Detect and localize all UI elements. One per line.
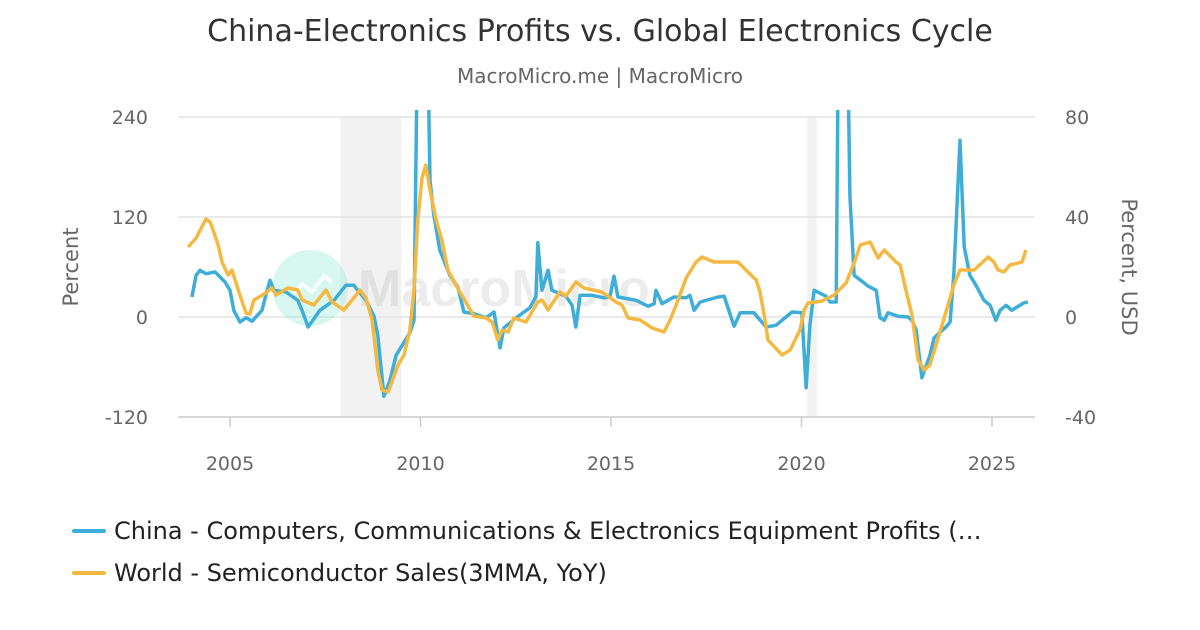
x-tick-label: 2015 [587,453,635,475]
y-tick-right: 0 [1065,307,1077,329]
legend-swatch [72,529,106,533]
legend-label: World - Semiconductor Sales(3MMA, YoY) [114,559,607,587]
legend-label: China - Computers, Communications & Elec… [114,517,982,545]
chart-subtitle: MacroMicro.me | MacroMicro [457,64,743,88]
series-line-china-profits [190,110,1029,398]
x-tick-label: 2025 [968,453,1016,475]
y-tick-right: 40 [1065,207,1089,229]
x-tick-label: 2020 [777,453,825,475]
recession-band [340,117,402,417]
y-tick-right: -40 [1065,407,1096,429]
series-line-semiconductor-sales [186,163,1028,394]
y-tick-left: 240 [112,107,148,129]
recession-band [807,117,817,417]
y-axis-right-label: Percent, USD [1117,198,1141,335]
y-tick-left: 0 [136,307,148,329]
y-tick-left: 120 [112,207,148,229]
y-tick-left: -120 [105,407,148,429]
legend-swatch [72,571,106,575]
y-axis-left-label: Percent [59,227,83,306]
legend-item-china-profits[interactable]: China - Computers, Communications & Elec… [72,510,982,552]
legend-item-semiconductor-sales[interactable]: World - Semiconductor Sales(3MMA, YoY) [72,552,982,594]
svg-text:MacroMicro: MacroMicro [358,260,650,318]
x-tick-label: 2005 [206,453,254,475]
watermark-logo: MacroMicro [272,250,650,326]
chart-title: China-Electronics Profits vs. Global Ele… [207,14,993,49]
x-tick-label: 2010 [396,453,444,475]
y-tick-right: 80 [1065,107,1089,129]
legend: China - Computers, Communications & Elec… [72,510,982,594]
